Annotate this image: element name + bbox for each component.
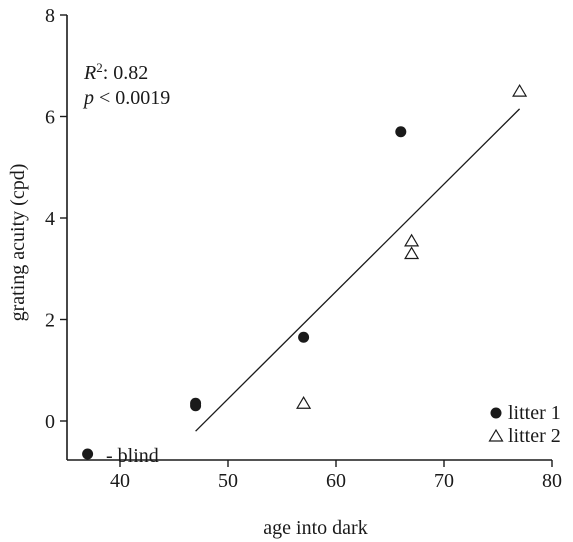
legend: litter 1 litter 2 bbox=[488, 402, 561, 447]
y-tick-label: 0 bbox=[45, 411, 55, 433]
y-tick-label: 6 bbox=[45, 107, 55, 129]
legend-label-litter-1: litter 1 bbox=[508, 402, 561, 424]
y-tick-label: 8 bbox=[45, 5, 55, 27]
data-point-litter-1 bbox=[82, 448, 94, 460]
axes bbox=[66, 15, 552, 461]
p-value: < 0.0019 bbox=[94, 87, 170, 109]
y-tick-label: 2 bbox=[45, 310, 55, 332]
x-tick-label: 40 bbox=[110, 470, 130, 492]
x-tick-label: 70 bbox=[434, 470, 454, 492]
x-tick-label: 60 bbox=[326, 470, 346, 492]
r2-exponent: 2 bbox=[96, 60, 103, 75]
data-point-litter-1 bbox=[395, 126, 407, 138]
y-axis-label: grating acuity (cpd) bbox=[7, 164, 29, 322]
data-point-litter-1 bbox=[298, 331, 310, 343]
regression-line bbox=[195, 108, 521, 432]
blind-annotation: - blind bbox=[106, 445, 159, 467]
data-point-litter-2 bbox=[512, 83, 528, 97]
legend-marker-litter-2 bbox=[488, 428, 504, 442]
x-tick-label: 80 bbox=[542, 470, 562, 492]
x-ticks: 40 50 60 70 80 bbox=[110, 460, 562, 492]
x-tick-label: 50 bbox=[218, 470, 238, 492]
r2-value: : 0.82 bbox=[103, 62, 149, 84]
x-axis-label: age into dark bbox=[263, 517, 367, 539]
p-value-annotation: p < 0.0019 bbox=[82, 87, 170, 109]
r-squared-annotation: R2: 0.82 bbox=[83, 60, 148, 85]
r2-symbol: R bbox=[83, 62, 96, 84]
legend-marker-litter-1 bbox=[490, 407, 502, 419]
data-points bbox=[82, 83, 528, 460]
y-tick-label: 4 bbox=[45, 208, 55, 230]
y-ticks: 0 2 4 6 8 bbox=[45, 5, 67, 433]
legend-label-litter-2: litter 2 bbox=[508, 425, 561, 447]
data-point-litter-2 bbox=[404, 246, 420, 260]
data-point-litter-2 bbox=[296, 396, 312, 409]
data-point-litter-2 bbox=[404, 233, 420, 247]
data-point-litter-1 bbox=[190, 397, 202, 409]
p-symbol: p bbox=[82, 87, 94, 109]
